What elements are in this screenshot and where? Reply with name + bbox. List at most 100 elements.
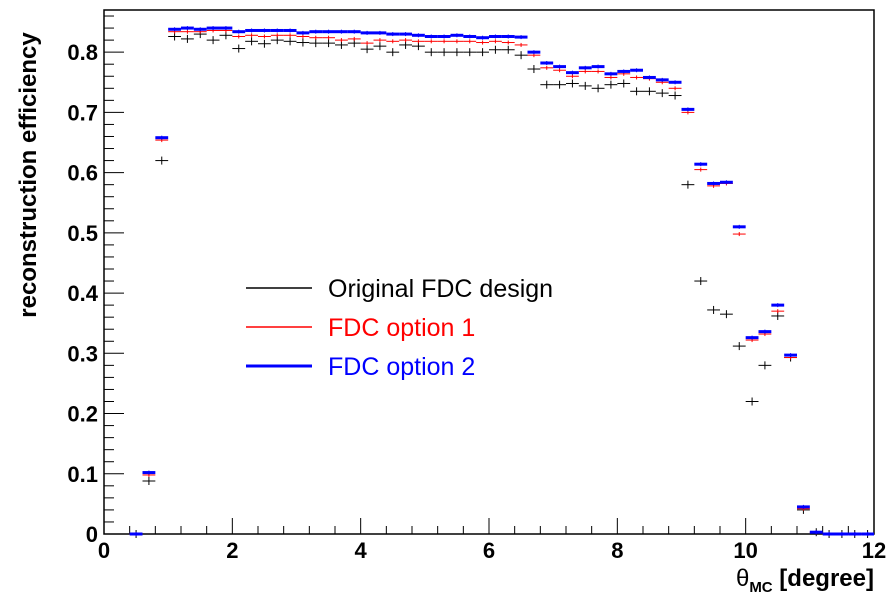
data-point [181, 26, 194, 31]
data-point [476, 35, 489, 40]
data-point [732, 342, 746, 351]
data-point [617, 69, 631, 74]
x-tick-label: 0 [98, 538, 110, 563]
x-tick-label: 6 [483, 538, 495, 563]
data-point [193, 27, 207, 32]
data-point [309, 39, 323, 48]
data-point [206, 36, 220, 45]
data-point [450, 39, 464, 44]
y-tick-label: 0.7 [67, 100, 98, 125]
data-point [681, 107, 695, 112]
data-markers [129, 26, 874, 538]
data-point [142, 476, 156, 485]
data-point [437, 48, 451, 57]
data-point [283, 28, 297, 33]
data-point [360, 45, 374, 54]
data-point [655, 89, 669, 98]
data-point [655, 77, 669, 82]
data-point [129, 532, 143, 536]
data-point [553, 80, 566, 89]
data-point [399, 32, 412, 37]
data-point [335, 40, 348, 49]
data-point [566, 79, 579, 88]
data-point [168, 27, 181, 32]
data-point [155, 135, 169, 140]
data-point [412, 39, 425, 44]
data-point [360, 30, 374, 35]
data-point [245, 33, 258, 38]
series-3 [129, 26, 874, 536]
data-point [630, 75, 643, 80]
data-point [296, 38, 310, 47]
data-point [476, 48, 489, 57]
data-point [181, 34, 194, 43]
data-point [501, 40, 515, 45]
data-point [784, 353, 797, 358]
data-point [694, 162, 708, 167]
data-point [270, 28, 284, 33]
data-point [591, 69, 605, 74]
data-point [270, 33, 284, 38]
data-point [399, 40, 412, 49]
data-point [553, 64, 566, 69]
data-point [155, 156, 169, 165]
data-point [643, 87, 656, 96]
data-point [296, 30, 310, 35]
y-tick-label: 0.6 [67, 161, 98, 186]
x-axis-title-unit: [degree] [773, 565, 874, 592]
data-point [835, 532, 849, 536]
data-point [399, 38, 412, 43]
data-point [540, 65, 554, 70]
data-point [463, 48, 477, 57]
data-point [181, 29, 194, 34]
data-point [424, 39, 438, 44]
data-point [245, 28, 258, 33]
data-point [283, 37, 297, 46]
data-point [232, 44, 246, 53]
data-point [245, 37, 258, 46]
data-point [604, 80, 618, 89]
legend-label-option1: FDC option 1 [328, 314, 475, 342]
data-point [424, 48, 438, 57]
data-point [643, 75, 656, 80]
data-point [412, 33, 425, 38]
data-point [437, 34, 451, 39]
x-axis-title: θMC [degree] [736, 565, 874, 596]
legend: Original FDC design FDC option 1 FDC opt… [246, 275, 553, 381]
data-point [578, 81, 592, 90]
data-point [258, 34, 271, 39]
data-point [566, 70, 579, 75]
y-axis-title: reconstruction efficiency [15, 32, 42, 318]
x-axis-title-symbol: θ [736, 565, 749, 592]
data-point [463, 34, 477, 39]
data-point [258, 39, 271, 48]
data-point [604, 71, 618, 76]
data-point [707, 305, 720, 314]
data-point [168, 32, 181, 41]
data-point [771, 311, 785, 320]
x-tick-label: 4 [355, 538, 368, 563]
x-tick-label: 12 [862, 538, 886, 563]
data-point [681, 180, 695, 189]
data-point [758, 329, 772, 334]
data-point [424, 34, 438, 39]
data-point [732, 224, 746, 229]
data-point [322, 29, 335, 34]
data-point [322, 39, 335, 48]
y-tick-label: 0 [86, 522, 98, 547]
data-point [335, 38, 348, 43]
data-point [540, 80, 554, 89]
data-point [630, 87, 643, 96]
data-point [232, 29, 246, 34]
data-point [142, 470, 156, 475]
data-point [489, 39, 502, 44]
data-point [617, 79, 631, 88]
data-point [848, 532, 862, 536]
data-point [412, 42, 425, 51]
plot-frame [103, 9, 875, 535]
data-point [501, 45, 515, 54]
data-point [668, 91, 682, 100]
data-point [514, 42, 528, 47]
data-point [527, 50, 541, 55]
data-point [232, 34, 246, 39]
